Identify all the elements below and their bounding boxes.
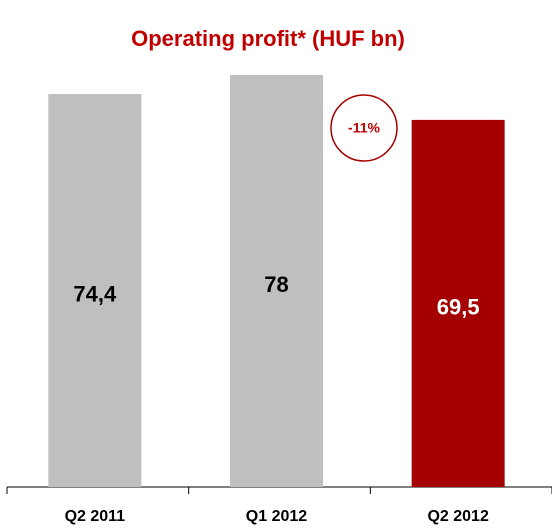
bar [48, 94, 142, 487]
bar [230, 75, 323, 487]
value-label: 69,5 [437, 294, 480, 319]
chart-title: Operating profit* (HUF bn) [131, 26, 405, 51]
x-tick-label: Q1 2012 [246, 508, 307, 525]
bar [411, 119, 505, 488]
annotation: -11% [348, 120, 380, 136]
value-label: 78 [264, 272, 288, 297]
x-tick-label: Q2 2011 [65, 508, 126, 525]
value-label: 74,4 [73, 281, 117, 306]
x-tick-label: Q2 2012 [427, 508, 488, 525]
annotation-circle [330, 94, 398, 162]
